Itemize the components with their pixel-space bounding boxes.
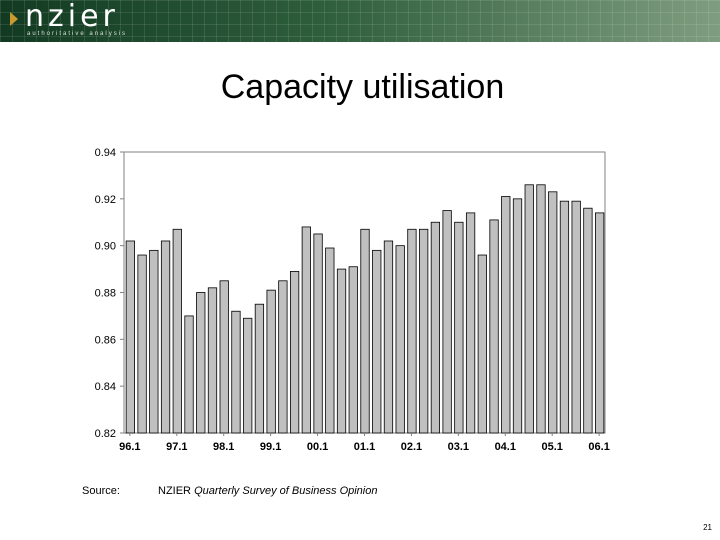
bar-98.4: [254, 303, 265, 434]
source-title: Quarterly Survey of Business Opinion: [194, 485, 378, 497]
bar-01.4: [395, 245, 405, 434]
page-number: 21: [703, 523, 712, 532]
bar-03.3: [477, 254, 487, 434]
slide-title: Capacity utilisation: [220, 68, 505, 106]
bar-02.4: [442, 210, 452, 434]
y-tick-label-6: 0.94: [95, 147, 116, 159]
bar-97.3: [196, 292, 206, 434]
source-org: NZIER: [158, 485, 191, 497]
x-tick-label-10: 06.1: [588, 441, 609, 453]
bar-03.1: [454, 221, 464, 434]
x-tick-label-9: 05.1: [541, 441, 562, 453]
x-tick-label-0: 96.1: [119, 441, 140, 453]
bar-03.2: [465, 212, 476, 434]
x-tick-label-3: 99.1: [260, 441, 281, 453]
bar-00.2: [325, 247, 335, 434]
bar-97.4: [207, 287, 218, 434]
bar-99.2: [278, 280, 288, 434]
bar-01.3: [383, 240, 394, 434]
bar-99.3: [289, 271, 300, 434]
capacity-utilisation-chart: 0.82 0.84 0.86 0.88 0.90 0.92 0.94 96.1 97.1 98.1…: [95, 147, 610, 453]
bar-96.3: [149, 249, 159, 434]
bar-98.1: [219, 280, 229, 434]
bar-99.4: [301, 226, 311, 434]
x-tick-label-4: 00.1: [307, 441, 328, 453]
bar-03.4: [489, 219, 499, 434]
bar-06.1: [595, 212, 605, 434]
x-tick-label-6: 02.1: [401, 441, 422, 453]
bar-00.4: [348, 266, 358, 434]
logo-arrow-icon: [10, 12, 18, 26]
bar-04.2: [512, 198, 523, 434]
y-tick-label-2: 0.86: [95, 334, 116, 346]
logo-tagline: authoritative analysis: [27, 31, 128, 37]
bar-98.3: [243, 317, 253, 434]
bar-99.1: [266, 289, 276, 434]
bar-04.1: [501, 196, 511, 434]
bar-02.2: [419, 228, 429, 434]
x-tick-label-2: 98.1: [213, 441, 234, 453]
bar-01.2: [372, 249, 382, 434]
x-tick-label-1: 97.1: [166, 441, 187, 453]
bar-04.4: [536, 184, 546, 434]
bar-04.3: [524, 184, 534, 434]
bar-96.1: [125, 240, 135, 434]
bar-98.2: [231, 310, 241, 434]
x-tick-label-8: 04.1: [495, 441, 516, 453]
bar-97.2: [184, 315, 194, 434]
header-banner: nzier authoritative analysis: [0, 0, 720, 42]
bar-05.4: [583, 207, 593, 434]
y-tick-label-0: 0.82: [95, 428, 116, 440]
logo-wordmark: nzier: [25, 0, 119, 34]
x-tick-label-5: 01.1: [354, 441, 375, 453]
y-tick-label-1: 0.84: [95, 381, 116, 393]
bar-02.3: [430, 221, 441, 434]
bar-00.3: [336, 268, 347, 434]
y-tick-label-3: 0.88: [95, 288, 116, 300]
x-tick-label-7: 03.1: [448, 441, 469, 453]
bar-97.1: [172, 228, 182, 434]
bar-05.2: [559, 200, 570, 434]
source-label: Source:: [82, 485, 120, 497]
bar-05.1: [548, 191, 558, 434]
y-tick-label-4: 0.90: [95, 241, 116, 253]
bar-00.1: [313, 233, 323, 434]
bar-05.3: [571, 200, 581, 434]
bar-96.2: [137, 254, 147, 434]
y-tick-label-5: 0.92: [95, 194, 116, 206]
bar-96.4: [160, 240, 171, 434]
bar-01.1: [360, 228, 370, 434]
source-text: NZIER Quarterly Survey of Business Opini…: [158, 485, 377, 497]
bar-02.1: [407, 228, 417, 434]
